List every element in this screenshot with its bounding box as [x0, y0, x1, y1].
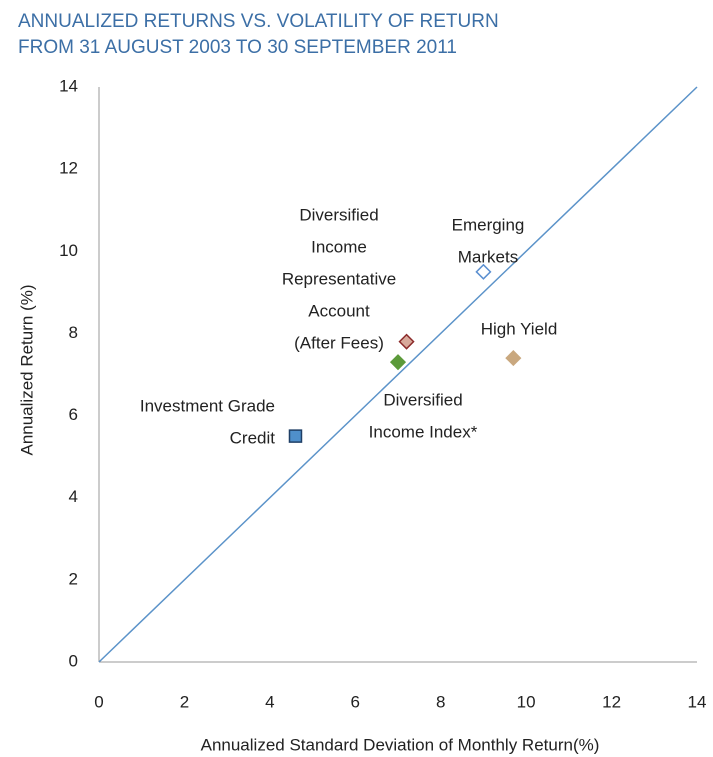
point-label: Income: [311, 237, 367, 256]
y-tick-label: 6: [69, 405, 78, 424]
point-label: High Yield: [481, 319, 558, 338]
x-tick-label: 6: [351, 692, 360, 711]
point-label: Credit: [230, 428, 276, 447]
x-tick-label: 12: [602, 692, 621, 711]
point-label: Investment Grade: [140, 396, 275, 415]
x-tick-label: 4: [265, 692, 274, 711]
y-tick-label: 4: [69, 487, 78, 506]
x-tick-label: 10: [517, 692, 536, 711]
x-tick-label: 0: [94, 692, 103, 711]
chart-title: FROM 31 AUGUST 2003 TO 30 SEPTEMBER 2011: [18, 37, 457, 58]
point-label: Diversified: [383, 390, 462, 409]
diagonal-line: [98, 86, 698, 663]
point: [389, 354, 407, 371]
y-tick-label: 14: [59, 76, 78, 95]
point-label: Markets: [458, 247, 518, 266]
x-tick-label: 8: [436, 692, 445, 711]
y-tick-label: 2: [69, 569, 78, 588]
point-label: Representative: [282, 269, 396, 288]
x-axis-label: Annualized Standard Deviation of Monthly…: [201, 735, 600, 754]
x-tick-label: 14: [688, 692, 707, 711]
y-tick-label: 12: [59, 159, 78, 178]
point-label: Income Index*: [369, 422, 478, 441]
y-tick-label: 0: [69, 651, 78, 670]
point-label: Diversified: [299, 205, 378, 224]
point-label: Account: [308, 301, 370, 320]
point-label: (After Fees): [294, 333, 384, 352]
point: [288, 429, 303, 443]
chart-title: ANNUALIZED RETURNS VS. VOLATILITY OF RET…: [18, 11, 499, 32]
y-tick-label: 10: [59, 241, 78, 260]
point: [505, 350, 522, 367]
point: [398, 333, 415, 350]
point-label: Emerging: [452, 215, 525, 234]
y-axis-label: Annualized Return (%): [17, 284, 36, 455]
point: [475, 263, 492, 280]
y-tick-label: 8: [69, 323, 78, 342]
x-tick-label: 2: [180, 692, 189, 711]
